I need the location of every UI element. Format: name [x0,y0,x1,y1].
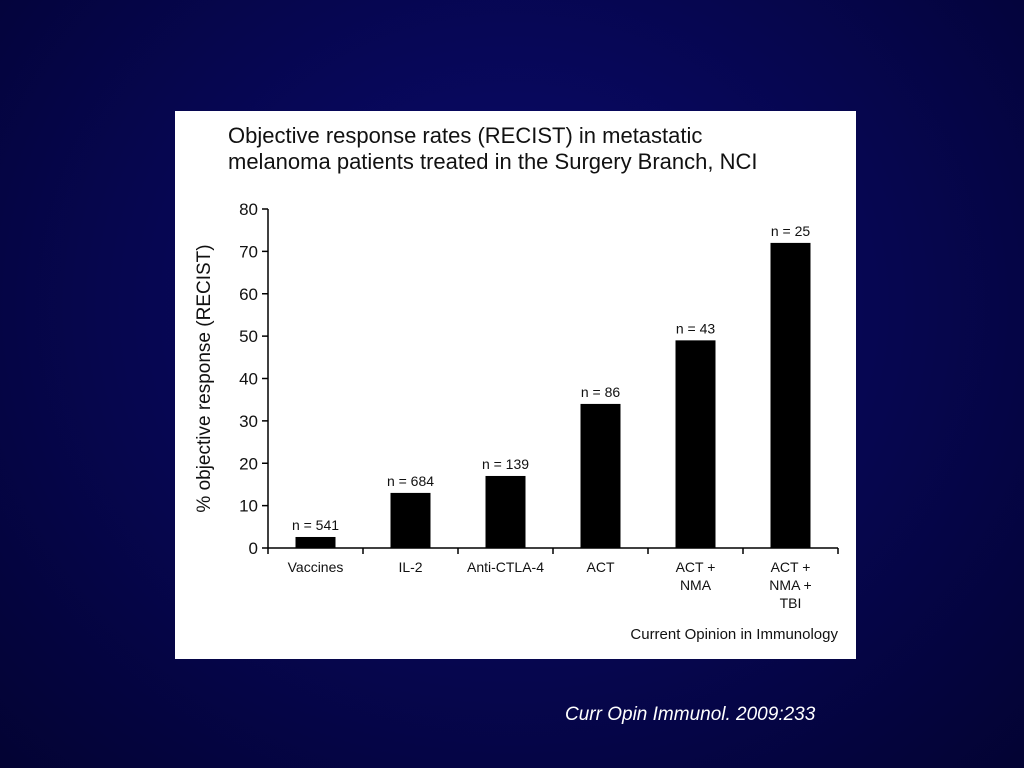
bar [485,475,526,548]
x-tick-label-line: Anti-CTLA-4 [467,559,544,575]
bar-data-label: n = 684 [387,473,434,489]
bar-data-label: n = 541 [292,517,339,533]
chart-title: Objective response rates (RECIST) in met… [228,123,848,175]
x-tick-label: IL-2 [398,559,422,575]
bar-data-label: n = 86 [581,384,621,400]
x-tick-label-line: NMA + [769,577,811,593]
y-tick-label: 80 [239,200,258,219]
x-tick-label: Anti-CTLA-4 [467,559,544,575]
x-tick-label-line: NMA [680,577,712,593]
slide-citation: Curr Opin Immunol. 2009:233 [565,704,816,725]
y-tick-label: 60 [239,285,258,304]
bar [390,492,431,548]
bar [675,340,716,548]
bar [770,242,811,548]
x-tick-label-line: ACT [587,559,615,575]
bar-data-label: n = 43 [676,320,716,336]
chart-title-line-2: melanoma patients treated in the Surgery… [228,149,758,174]
y-tick-label: 40 [239,370,258,389]
bar [580,403,621,548]
x-tick-label-line: IL-2 [398,559,422,575]
y-tick-label: 10 [239,497,258,516]
x-tick-label: ACT + NMA [676,559,716,593]
y-tick-label: 20 [239,454,258,473]
y-tick-label: 50 [239,327,258,346]
bar-chart: 0 10 20 30 40 50 60 70 80 % objective response (R… [194,200,839,611]
y-tick-label: 0 [249,539,258,558]
bar [295,536,336,548]
x-tick-label-line: ACT + [676,559,716,575]
chart-panel: Objective response rates (RECIST) in met… [175,111,856,659]
chart-source: Current Opinion in Immunology [630,626,838,643]
x-tick-label-line: TBI [780,595,802,611]
bar-data-label: n = 25 [771,223,811,239]
x-tick-label: Vaccines [288,559,344,575]
x-tick-label: ACT [587,559,615,575]
bar-data-label: n = 139 [482,456,529,472]
x-tick-label-line: Vaccines [288,559,344,575]
chart-title-line-1: Objective response rates (RECIST) in met… [228,123,703,148]
x-tick-label: ACT + NMA + TBI [769,559,811,611]
y-axis-label: % objective response (RECIST) [194,244,215,512]
y-tick-label: 30 [239,412,258,431]
y-tick-label: 70 [239,242,258,261]
x-tick-label-line: ACT + [771,559,811,575]
